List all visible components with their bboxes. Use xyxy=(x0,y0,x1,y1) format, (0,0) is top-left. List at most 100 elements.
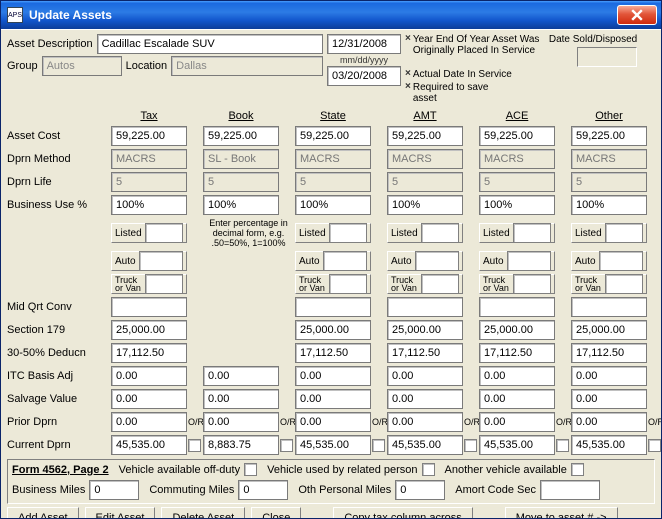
in-service-date-field[interactable]: 03/20/2008 xyxy=(327,66,401,86)
deduc-ace[interactable]: 17,112.50 xyxy=(479,343,555,363)
listed-amt[interactable]: Listed xyxy=(387,223,463,243)
business-use-other[interactable]: 100% xyxy=(571,195,647,215)
or-chk-book[interactable] xyxy=(280,439,293,452)
midqrt-tax[interactable] xyxy=(111,297,187,317)
date-sold-field[interactable] xyxy=(577,47,637,67)
year-end-date-field[interactable]: 12/31/2008 xyxy=(327,34,401,54)
midqrt-state[interactable] xyxy=(295,297,371,317)
copy-tax-button[interactable]: Copy tax column across xyxy=(333,507,472,518)
deduc-amt[interactable]: 17,112.50 xyxy=(387,343,463,363)
listed-tax[interactable]: Listed xyxy=(111,223,187,243)
current-ace[interactable]: 45,535.00 xyxy=(479,435,555,455)
prior-ace[interactable]: 0.00 xyxy=(479,412,555,432)
truck-state[interactable]: Truck or Van xyxy=(295,274,371,294)
prior-other[interactable]: 0.00 xyxy=(571,412,647,432)
truck-ace[interactable]: Truck or Van xyxy=(479,274,555,294)
close-button[interactable] xyxy=(617,5,657,25)
dprn-method-tax[interactable]: MACRS xyxy=(111,149,187,169)
auto-other[interactable]: Auto xyxy=(571,251,647,271)
group-field[interactable]: Autos xyxy=(42,56,122,76)
or-chk-ace[interactable] xyxy=(556,439,569,452)
midqrt-ace[interactable] xyxy=(479,297,555,317)
asset-desc-field[interactable]: Cadillac Escalade SUV xyxy=(97,34,323,54)
deduc-other[interactable]: 17,112.50 xyxy=(571,343,647,363)
dprn-life-tax[interactable]: 5 xyxy=(111,172,187,192)
dprn-life-ace[interactable]: 5 xyxy=(479,172,555,192)
prior-tax[interactable]: 0.00 xyxy=(111,412,187,432)
auto-ace[interactable]: Auto xyxy=(479,251,555,271)
salvage-state[interactable]: 0.00 xyxy=(295,389,371,409)
prior-book[interactable]: 0.00 xyxy=(203,412,279,432)
dprn-method-amt[interactable]: MACRS xyxy=(387,149,463,169)
oth-personal-field[interactable]: 0 xyxy=(395,480,445,500)
asset-cost-ace[interactable]: 59,225.00 xyxy=(479,126,555,146)
asset-cost-book[interactable]: 59,225.00 xyxy=(203,126,279,146)
sec179-state[interactable]: 25,000.00 xyxy=(295,320,371,340)
salvage-other[interactable]: 0.00 xyxy=(571,389,647,409)
sec179-other[interactable]: 25,000.00 xyxy=(571,320,647,340)
or-chk-state[interactable] xyxy=(372,439,385,452)
move-to-asset-button[interactable]: Move to asset # -> xyxy=(505,507,618,518)
dprn-life-amt[interactable]: 5 xyxy=(387,172,463,192)
veh-off-duty-check[interactable] xyxy=(244,463,257,476)
truck-other[interactable]: Truck or Van xyxy=(571,274,647,294)
add-asset-button[interactable]: Add Asset xyxy=(7,507,79,518)
prior-amt[interactable]: 0.00 xyxy=(387,412,463,432)
midqrt-other[interactable] xyxy=(571,297,647,317)
or-chk-other[interactable] xyxy=(648,439,661,452)
auto-state[interactable]: Auto xyxy=(295,251,371,271)
auto-tax[interactable]: Auto xyxy=(111,251,187,271)
sec179-amt[interactable]: 25,000.00 xyxy=(387,320,463,340)
itc-tax[interactable]: 0.00 xyxy=(111,366,187,386)
dprn-method-ace[interactable]: MACRS xyxy=(479,149,555,169)
dprn-method-book[interactable]: SL - Book xyxy=(203,149,279,169)
auto-amt[interactable]: Auto xyxy=(387,251,463,271)
location-field[interactable]: Dallas xyxy=(171,56,323,76)
edit-asset-button[interactable]: Edit Asset xyxy=(85,507,156,518)
itc-ace[interactable]: 0.00 xyxy=(479,366,555,386)
current-tax[interactable]: 45,535.00 xyxy=(111,435,187,455)
current-state[interactable]: 45,535.00 xyxy=(295,435,371,455)
salvage-book[interactable]: 0.00 xyxy=(203,389,279,409)
sec179-tax[interactable]: 25,000.00 xyxy=(111,320,187,340)
itc-book[interactable]: 0.00 xyxy=(203,366,279,386)
asset-cost-amt[interactable]: 59,225.00 xyxy=(387,126,463,146)
or-chk-tax[interactable] xyxy=(188,439,201,452)
itc-other[interactable]: 0.00 xyxy=(571,366,647,386)
deduc-state[interactable]: 17,112.50 xyxy=(295,343,371,363)
dprn-method-state[interactable]: MACRS xyxy=(295,149,371,169)
biz-miles-field[interactable]: 0 xyxy=(89,480,139,500)
business-use-amt[interactable]: 100% xyxy=(387,195,463,215)
prior-state[interactable]: 0.00 xyxy=(295,412,371,432)
dprn-life-book[interactable]: 5 xyxy=(203,172,279,192)
delete-asset-button[interactable]: Delete Asset xyxy=(161,507,245,518)
listed-state[interactable]: Listed xyxy=(295,223,371,243)
truck-amt[interactable]: Truck or Van xyxy=(387,274,463,294)
current-book[interactable]: 8,883.75 xyxy=(203,435,279,455)
listed-ace[interactable]: Listed xyxy=(479,223,555,243)
asset-cost-tax[interactable]: 59,225.00 xyxy=(111,126,187,146)
business-use-book[interactable]: 100% xyxy=(203,195,279,215)
business-use-tax[interactable]: 100% xyxy=(111,195,187,215)
itc-amt[interactable]: 0.00 xyxy=(387,366,463,386)
dprn-life-state[interactable]: 5 xyxy=(295,172,371,192)
business-use-ace[interactable]: 100% xyxy=(479,195,555,215)
salvage-tax[interactable]: 0.00 xyxy=(111,389,187,409)
veh-related-check[interactable] xyxy=(422,463,435,476)
listed-other[interactable]: Listed xyxy=(571,223,647,243)
current-amt[interactable]: 45,535.00 xyxy=(387,435,463,455)
amort-field[interactable] xyxy=(540,480,600,500)
business-use-state[interactable]: 100% xyxy=(295,195,371,215)
itc-state[interactable]: 0.00 xyxy=(295,366,371,386)
close-form-button[interactable]: Close xyxy=(251,507,301,518)
asset-cost-state[interactable]: 59,225.00 xyxy=(295,126,371,146)
dprn-life-other[interactable]: 5 xyxy=(571,172,647,192)
asset-cost-other[interactable]: 59,225.00 xyxy=(571,126,647,146)
current-other[interactable]: 45,535.00 xyxy=(571,435,647,455)
commuting-field[interactable]: 0 xyxy=(238,480,288,500)
midqrt-amt[interactable] xyxy=(387,297,463,317)
truck-tax[interactable]: Truck or Van xyxy=(111,274,187,294)
or-chk-amt[interactable] xyxy=(464,439,477,452)
salvage-amt[interactable]: 0.00 xyxy=(387,389,463,409)
sec179-ace[interactable]: 25,000.00 xyxy=(479,320,555,340)
